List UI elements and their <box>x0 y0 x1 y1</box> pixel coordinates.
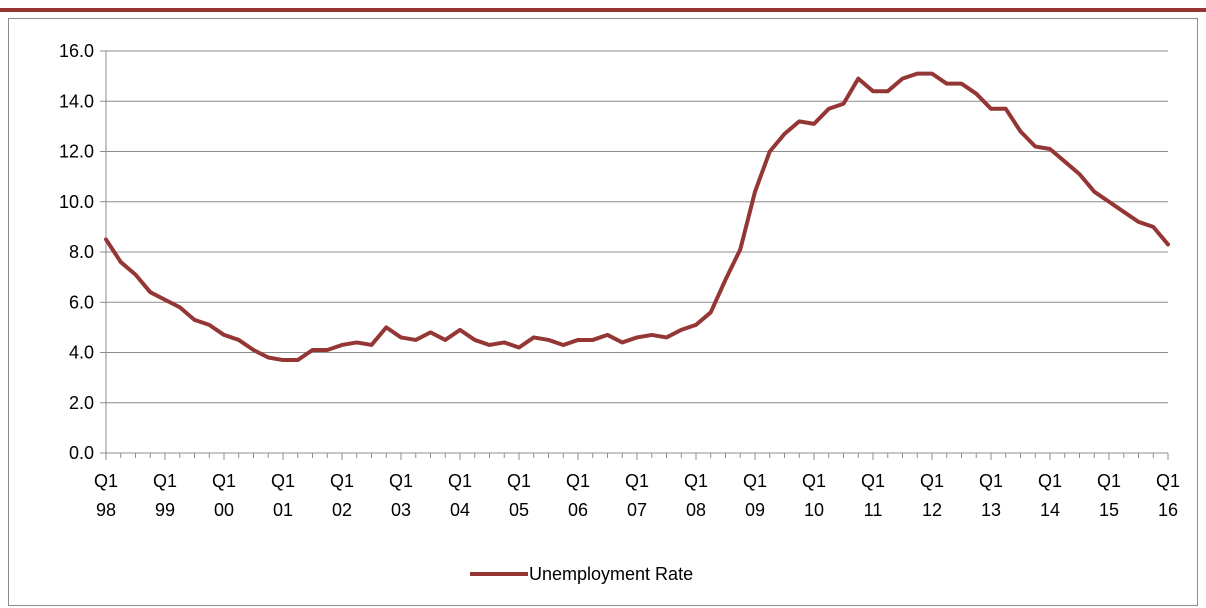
header-rule-bar <box>0 8 1206 12</box>
y-tick-label: 0.0 <box>69 443 94 463</box>
x-tick-label-year: 15 <box>1099 500 1119 520</box>
x-tick-label-quarter: Q1 <box>507 471 531 491</box>
series-lines <box>104 71 1170 363</box>
x-tick-label-year: 04 <box>450 500 470 520</box>
y-tick-label: 4.0 <box>69 343 94 363</box>
x-tick-label-quarter: Q1 <box>271 471 295 491</box>
x-tick-label-year: 02 <box>332 500 352 520</box>
x-tick-label-quarter: Q1 <box>153 471 177 491</box>
y-tick-label: 16.0 <box>59 41 94 61</box>
x-tick-label-year: 03 <box>391 500 411 520</box>
x-tick-label-year: 12 <box>922 500 942 520</box>
header-rule <box>0 8 1206 12</box>
x-tick-label-quarter: Q1 <box>743 471 767 491</box>
x-tick-label-quarter: Q1 <box>1156 471 1180 491</box>
x-tick-label-quarter: Q1 <box>566 471 590 491</box>
x-tick-label-year: 10 <box>804 500 824 520</box>
y-tick-label: 12.0 <box>59 142 94 162</box>
gridlines <box>100 50 1168 404</box>
x-tick-label-quarter: Q1 <box>212 471 236 491</box>
chart-frame: 0.0 2.0 4.0 6.0 8.0 10.0 12.0 14.0 16.0 Q1 98 Q1 99… <box>8 18 1198 606</box>
x-tick-label-quarter: Q1 <box>1038 471 1062 491</box>
x-tick-label-quarter: Q1 <box>94 471 118 491</box>
x-tick-label-year: 99 <box>155 500 175 520</box>
x-tick-label-year: 98 <box>96 500 116 520</box>
x-tick-label-quarter: Q1 <box>979 471 1003 491</box>
y-tick-label: 6.0 <box>69 292 94 312</box>
x-axis <box>100 51 1169 460</box>
x-tick-label-quarter: Q1 <box>625 471 649 491</box>
x-tick-label-year: 16 <box>1158 500 1178 520</box>
x-tick-label-year: 14 <box>1040 500 1060 520</box>
y-axis-tick-labels: 0.0 2.0 4.0 6.0 8.0 10.0 12.0 14.0 16.0 <box>59 41 94 463</box>
x-axis-tick-labels: Q1 98 Q1 99 Q1 00 Q1 01 Q1 02 Q1 03 Q1 04 Q1 05 Q1 06 Q1 07… <box>94 471 1180 520</box>
unemployment-line-chart: 0.0 2.0 4.0 6.0 8.0 10.0 12.0 14.0 16.0 Q1 98 Q1 99… <box>59 41 1180 584</box>
x-tick-label-quarter: Q1 <box>448 471 472 491</box>
x-tick-label-year: 13 <box>981 500 1001 520</box>
y-tick-label: 10.0 <box>59 192 94 212</box>
x-tick-label-quarter: Q1 <box>684 471 708 491</box>
x-tick-label-quarter: Q1 <box>389 471 413 491</box>
y-tick-label: 2.0 <box>69 393 94 413</box>
x-tick-label-year: 11 <box>864 500 883 520</box>
x-tick-label-quarter: Q1 <box>1097 471 1121 491</box>
x-tick-label-year: 06 <box>568 500 588 520</box>
x-tick-label-quarter: Q1 <box>802 471 826 491</box>
x-tick-label-year: 00 <box>214 500 234 520</box>
y-tick-label: 8.0 <box>69 242 94 262</box>
series-line-unemployment-rate <box>104 71 1170 363</box>
x-tick-label-year: 08 <box>686 500 706 520</box>
legend: Unemployment Rate <box>470 564 693 584</box>
legend-label-unemployment-rate: Unemployment Rate <box>529 564 693 584</box>
x-tick-label-quarter: Q1 <box>330 471 354 491</box>
x-tick-label-year: 09 <box>745 500 765 520</box>
x-tick-label-quarter: Q1 <box>920 471 944 491</box>
x-tick-label-quarter: Q1 <box>861 471 885 491</box>
x-tick-label-year: 05 <box>509 500 529 520</box>
x-tick-label-year: 07 <box>627 500 647 520</box>
x-tick-label-year: 01 <box>273 500 293 520</box>
y-tick-label: 14.0 <box>59 91 94 111</box>
